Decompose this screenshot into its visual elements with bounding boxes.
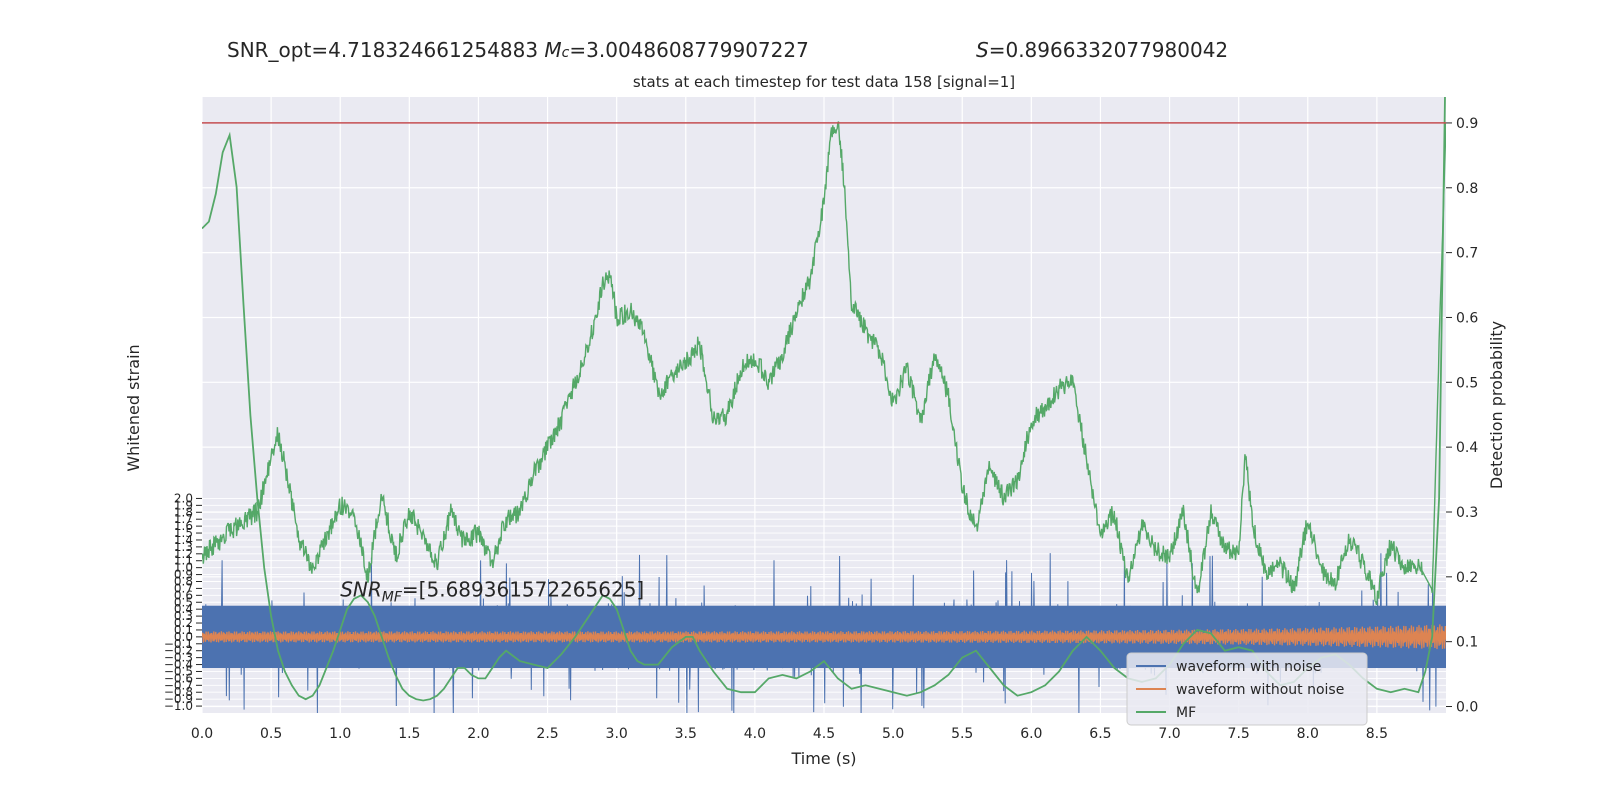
series-mf bbox=[202, 97, 1446, 702]
chart-title: stats at each timestep for test data 158… bbox=[633, 73, 1015, 91]
series-detection-probability bbox=[202, 121, 1446, 606]
y-tick-label-right: 0.1 bbox=[1456, 635, 1478, 651]
y-tick-label-left: −0.1 bbox=[164, 637, 193, 651]
y-tick-label-right: 0.4 bbox=[1456, 440, 1478, 456]
mc-symbol: M bbox=[544, 38, 562, 62]
y-ticks-right: 0.0 0.1 0.2 0.3 0.4 0.5 0.6 0.7 0.8 0.9 bbox=[1446, 116, 1478, 716]
annotation-prefix: SNR bbox=[340, 578, 382, 602]
annotation-value: =[5.689361572265625] bbox=[402, 578, 644, 602]
y-tick-label-left: 0.3 bbox=[174, 609, 193, 623]
suptitle-snr-mc: SNR_opt=4.718324661254883 Mc=3.004860877… bbox=[227, 38, 809, 62]
x-axis-label: Time (s) bbox=[790, 749, 856, 768]
x-tick-label: 5.0 bbox=[882, 726, 904, 742]
legend-item-mf-label: MF bbox=[1176, 705, 1196, 721]
x-tick-label: 1.5 bbox=[398, 726, 420, 742]
x-tick-label: 8.0 bbox=[1297, 726, 1319, 742]
annotation-subscript: MF bbox=[382, 590, 403, 606]
y-axis-label-right: Detection probability bbox=[1487, 321, 1506, 489]
y-tick-label-left: 0.9 bbox=[174, 568, 193, 582]
y-tick-label-left: 0.4 bbox=[174, 602, 193, 616]
y-tick-label-right: 0.6 bbox=[1456, 310, 1478, 326]
legend-item-waveform-without-noise-label: waveform without noise bbox=[1176, 682, 1344, 698]
x-tick-label: 0.0 bbox=[191, 726, 213, 742]
y-tick-label-right: 0.0 bbox=[1456, 700, 1478, 716]
y-tick-label-left: 0.5 bbox=[174, 595, 193, 609]
mc-subscript: c bbox=[561, 45, 570, 61]
y-tick-label-left: 1.8 bbox=[174, 505, 193, 519]
snr-opt-label: SNR_opt bbox=[227, 38, 312, 62]
y-tick-label-right: 0.8 bbox=[1456, 181, 1478, 197]
y-tick-label-left: −0.4 bbox=[164, 658, 193, 672]
y-ticks-left: −1.0−0.9−0.8−0.7−0.6−0.5−0.4−0.3−0.2−0.1… bbox=[164, 491, 202, 713]
snr-mf-annotation: SNRMF=[5.689361572265625] bbox=[340, 578, 644, 606]
y-tick-label-left: −1.0 bbox=[164, 699, 193, 713]
y-tick-label-left: 0.0 bbox=[174, 630, 193, 644]
x-tick-label: 4.0 bbox=[744, 726, 766, 742]
y-tick-label-left: 1.1 bbox=[174, 554, 193, 568]
y-tick-label-left: 1.5 bbox=[174, 526, 193, 540]
y-tick-label-left: 1.6 bbox=[174, 519, 193, 533]
x-tick-label: 7.0 bbox=[1158, 726, 1180, 742]
x-tick-label: 1.0 bbox=[329, 726, 351, 742]
x-tick-label: 0.5 bbox=[260, 726, 282, 742]
y-tick-label-left: 1.9 bbox=[174, 498, 193, 512]
x-tick-label: 5.5 bbox=[951, 726, 973, 742]
x-tick-label: 8.5 bbox=[1366, 726, 1388, 742]
legend: waveform with noise waveform without nois… bbox=[1126, 652, 1368, 726]
y-tick-label-left: −0.5 bbox=[164, 664, 193, 678]
y-tick-label-right: 0.5 bbox=[1456, 375, 1478, 391]
y-tick-label-right: 0.7 bbox=[1456, 246, 1478, 262]
y-tick-label-left: −0.6 bbox=[164, 671, 193, 685]
y-tick-label-left: 2.0 bbox=[174, 491, 193, 505]
y-tick-label-left: 0.2 bbox=[174, 616, 193, 630]
y-tick-label-right: 0.9 bbox=[1456, 116, 1478, 132]
s-symbol: S bbox=[976, 38, 989, 62]
y-tick-label-left: −0.3 bbox=[164, 651, 193, 665]
y-tick-label-left: 1.7 bbox=[174, 512, 193, 526]
y-tick-label-left: −0.2 bbox=[164, 644, 193, 658]
y-tick-label-left: −0.7 bbox=[164, 678, 193, 692]
y-tick-label-right: 0.3 bbox=[1456, 505, 1478, 521]
x-tick-label: 6.5 bbox=[1089, 726, 1111, 742]
x-tick-label: 2.0 bbox=[467, 726, 489, 742]
y-tick-label-left: 0.1 bbox=[174, 623, 193, 637]
y-axis-label-left: Whitened strain bbox=[124, 344, 143, 471]
y-tick-label-left: 1.3 bbox=[174, 540, 193, 554]
y-tick-label-left: 0.7 bbox=[174, 581, 193, 595]
s-value: 0.8966332077980042 bbox=[1005, 38, 1229, 62]
y-tick-label-left: 1.4 bbox=[174, 533, 193, 547]
y-tick-label-left: 1.0 bbox=[174, 561, 193, 575]
x-tick-label: 2.5 bbox=[536, 726, 558, 742]
x-tick-label: 3.5 bbox=[675, 726, 697, 742]
x-ticks: 0.0 0.5 1.0 1.5 2.0 2.5 3.0 3.5 4.0 4.5 5.0 5.5 6.0 6… bbox=[191, 726, 1388, 742]
x-tick-label: 6.0 bbox=[1020, 726, 1042, 742]
y-tick-label-left: −0.9 bbox=[164, 692, 193, 706]
y-tick-label-right: 0.2 bbox=[1456, 570, 1478, 586]
y-tick-label-left: 0.8 bbox=[174, 574, 193, 588]
x-tick-label: 4.5 bbox=[813, 726, 835, 742]
y-tick-label-left: −0.8 bbox=[164, 685, 193, 699]
y-tick-label-left: 0.6 bbox=[174, 588, 193, 602]
suptitle-s: S=0.8966332077980042 bbox=[976, 38, 1229, 62]
mc-value: 3.0048608779907227 bbox=[586, 38, 809, 62]
legend-box bbox=[1126, 652, 1368, 726]
legend-item-waveform-with-noise-label: waveform with noise bbox=[1176, 659, 1321, 675]
y-tick-label-left: 1.2 bbox=[174, 547, 193, 561]
x-tick-label: 7.5 bbox=[1228, 726, 1250, 742]
x-tick-label: 3.0 bbox=[606, 726, 628, 742]
series-waveform-without-noise bbox=[202, 624, 1446, 650]
snr-opt-value: 4.718324661254883 bbox=[328, 38, 539, 62]
